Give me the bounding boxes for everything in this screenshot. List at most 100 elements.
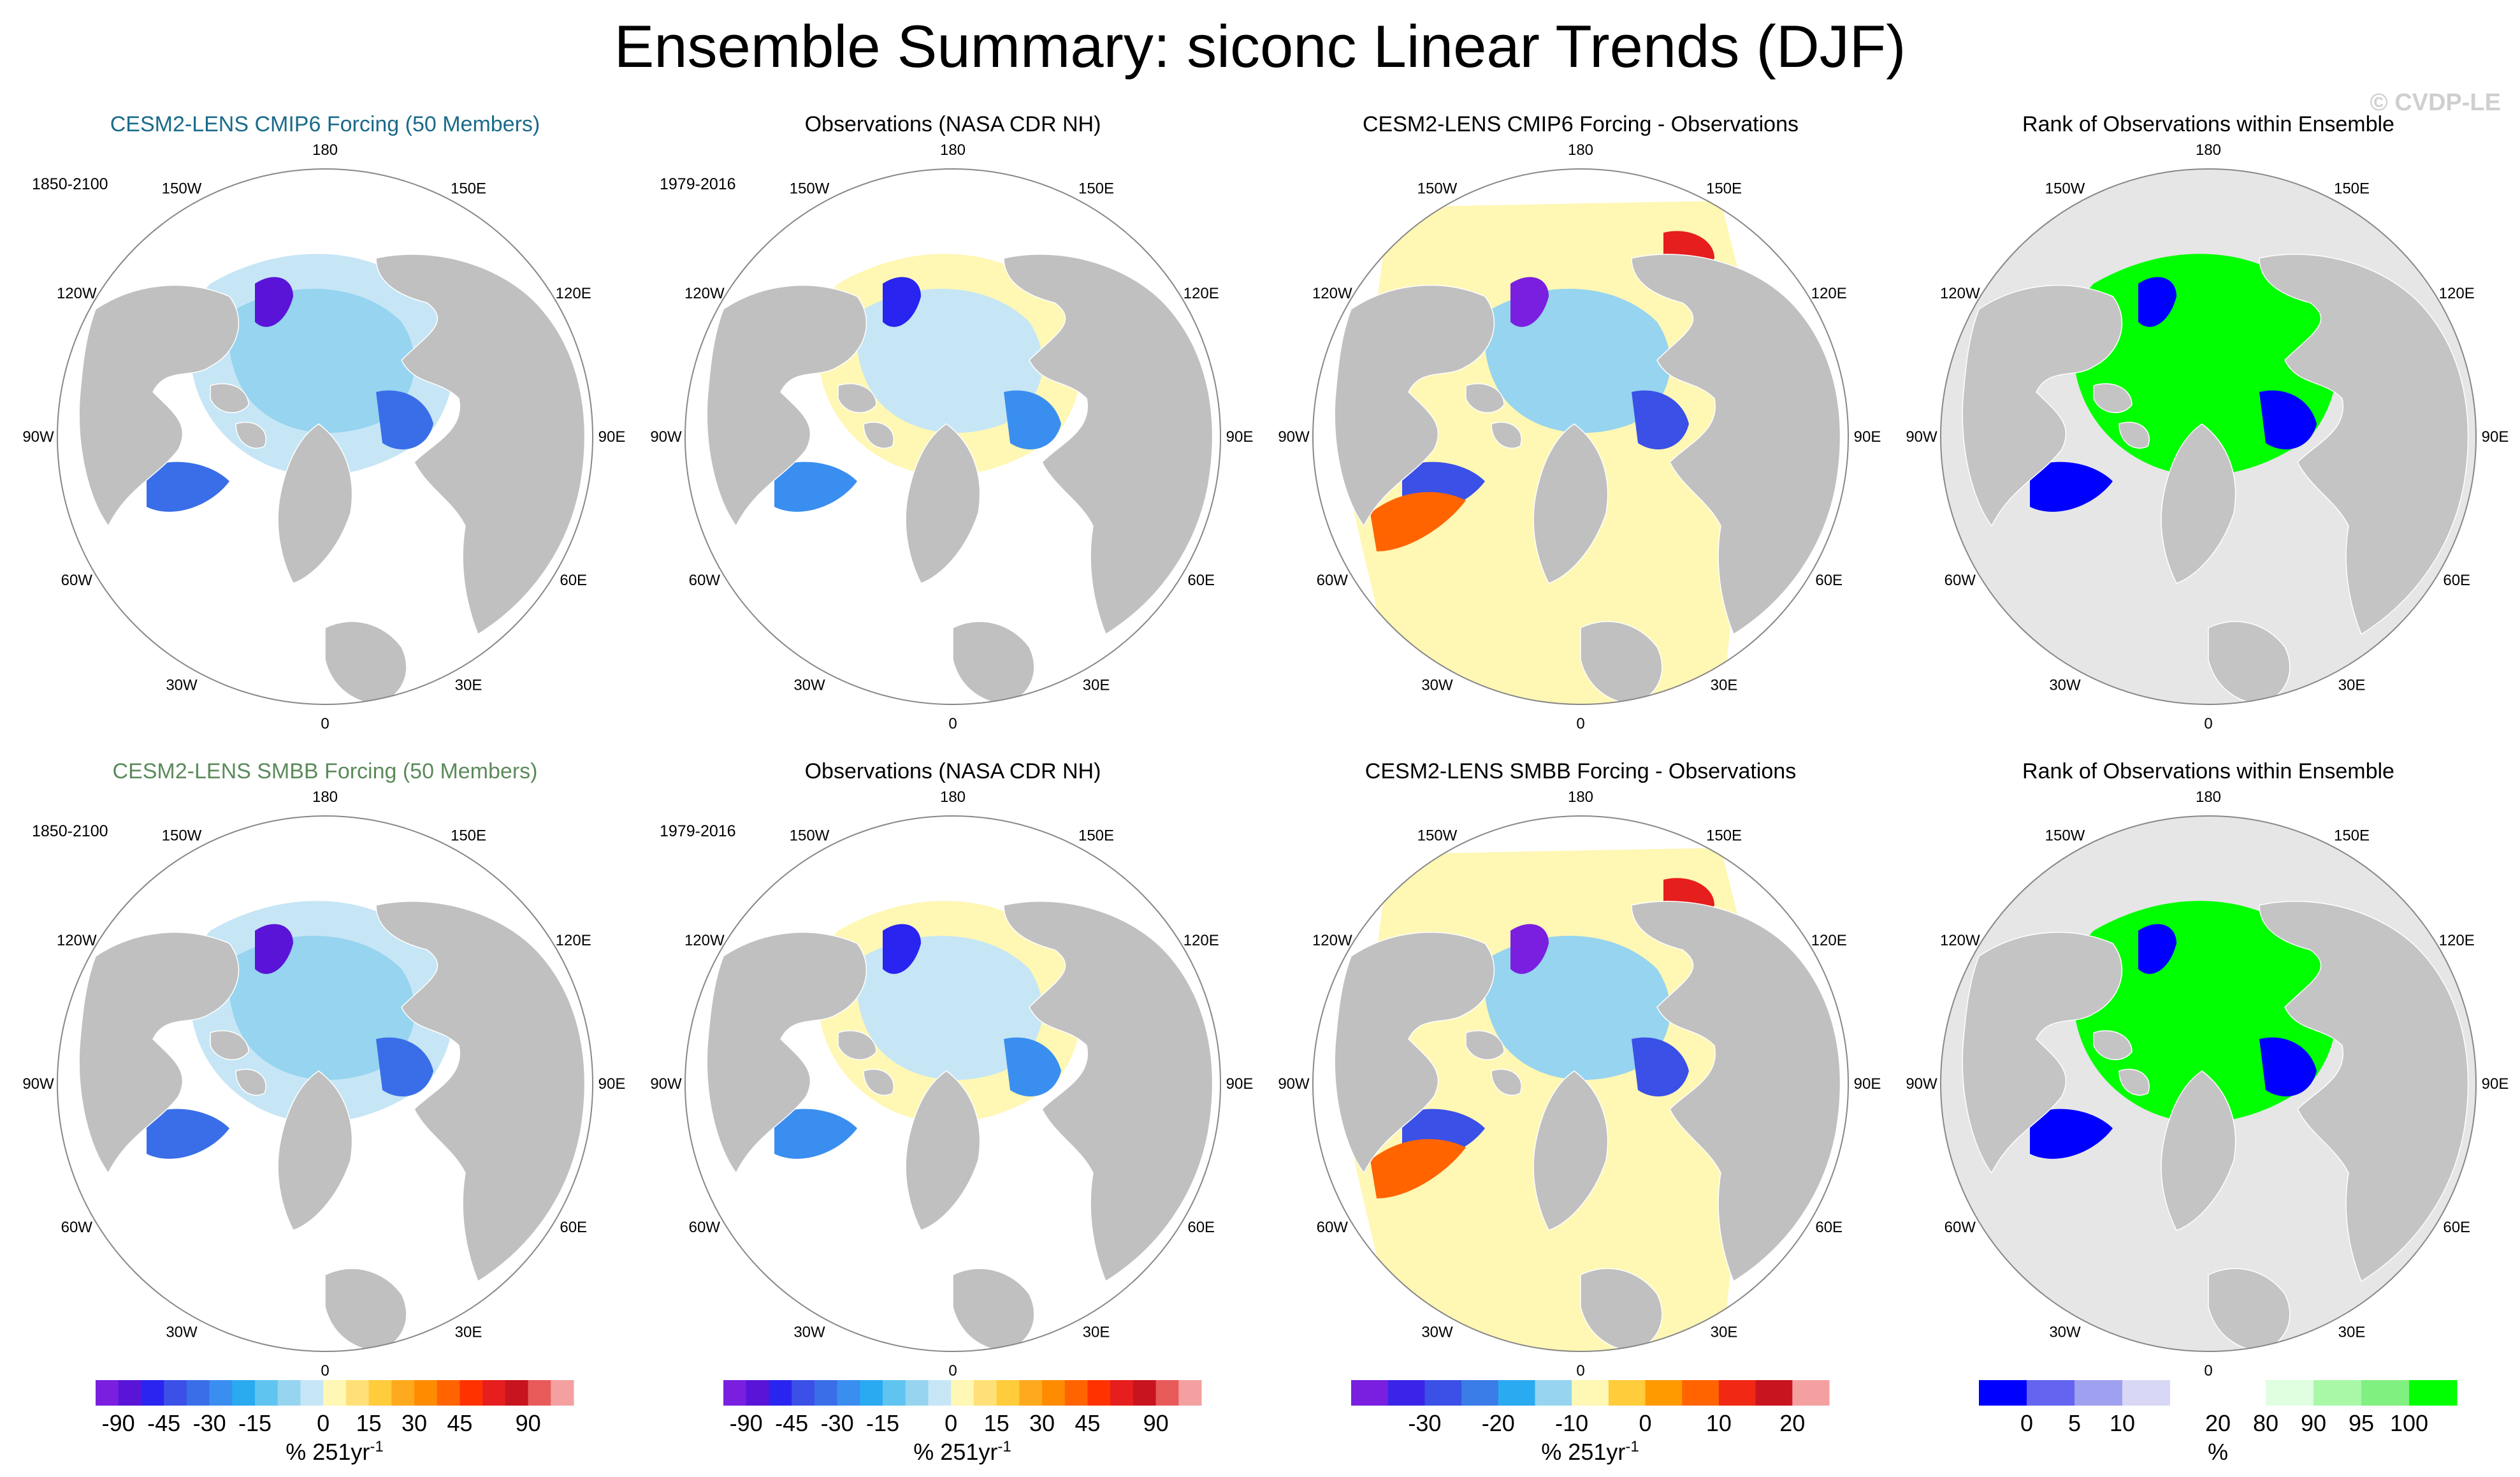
longitude-label: 0 — [321, 1362, 329, 1379]
longitude-label: 150E — [451, 180, 486, 197]
colorbar-tick-label: -30 — [1408, 1410, 1441, 1436]
longitude-label: 30E — [1711, 1324, 1738, 1341]
colorbar-swatch — [460, 1380, 483, 1406]
colorbar-tick-label: 100 — [2390, 1410, 2428, 1436]
colorbar-tick-label: 0 — [1639, 1410, 1651, 1436]
land-mass — [1003, 901, 1213, 1283]
period-label: 1979-2016 — [660, 175, 736, 193]
longitude-label: 30E — [2338, 677, 2366, 694]
land-mass — [78, 931, 240, 1174]
map-boundary — [1312, 168, 1849, 705]
longitude-label: 180 — [312, 790, 338, 806]
longitude-label: 150E — [1078, 180, 1114, 197]
longitude-label: 150E — [1078, 827, 1114, 844]
colorbar-swatch — [973, 1380, 997, 1406]
longitude-label: 120E — [556, 285, 591, 302]
land-mass — [1580, 621, 1663, 704]
longitude-label: 180 — [940, 143, 966, 159]
longitude-label: 30E — [455, 1324, 482, 1341]
colorbar-tick-label: 80 — [2253, 1410, 2278, 1436]
colorbar-label: % 251yr-1 — [286, 1438, 383, 1466]
land-mass — [2161, 1070, 2236, 1231]
longitude-label: 90E — [2482, 428, 2509, 446]
polar-map: 180 150E 120E 90E 60E 30E 0 30W 60W 90W 120W 150W — [22, 790, 625, 1379]
polar-map: 180 150E 120E 90E 60E 30E 0 30W 60W 90W 120W 150W — [1278, 790, 1881, 1379]
colorbar-tick-label: -30 — [821, 1410, 854, 1436]
longitude-label: 30W — [793, 677, 825, 694]
sea-ice-hotspot — [2259, 1037, 2317, 1096]
land-mass — [1962, 931, 2123, 1174]
panel-title: Observations (NASA CDR NH) — [804, 759, 1101, 783]
colorbar-swatch — [1979, 1380, 2027, 1406]
colorbar-swatch — [769, 1380, 792, 1406]
longitude-label: 90W — [22, 1075, 54, 1093]
colorbar-swatch — [505, 1380, 529, 1406]
longitude-label: 150E — [451, 827, 486, 844]
longitude-label: 150W — [2045, 827, 2085, 844]
land-mass — [1491, 421, 1522, 449]
colorbar-swatch — [1387, 1380, 1425, 1406]
map-panel: CESM2-LENS CMIP6 Forcing (50 Members) 185… — [19, 112, 631, 749]
land-mass — [1491, 1068, 1522, 1096]
colorbar-swatch — [551, 1380, 574, 1406]
map-boundary — [57, 168, 593, 705]
longitude-label: 90W — [22, 428, 54, 446]
sea-ice-hotspot — [1004, 1037, 1061, 1096]
colorbar-swatch — [860, 1380, 883, 1406]
land-mass — [324, 621, 407, 704]
colorbar-tick-label: 20 — [1779, 1410, 1805, 1436]
main-title: Ensemble Summary: siconc Linear Trends (… — [614, 13, 1906, 80]
colorbar-swatch — [300, 1380, 324, 1406]
colorbar-swatch — [96, 1380, 119, 1406]
colorbar-swatch — [1351, 1380, 1389, 1406]
longitude-label: 60E — [2443, 572, 2470, 589]
land-mass — [210, 383, 249, 414]
colorbar-tick-label: 90 — [1143, 1410, 1169, 1436]
land-mass — [235, 1068, 266, 1096]
sea-ice-hotspot — [376, 1037, 433, 1096]
longitude-label: 150E — [2334, 180, 2370, 197]
land-mass — [2161, 423, 2236, 584]
sea-ice-core — [1484, 288, 1670, 433]
colorbar-swatch — [723, 1380, 747, 1406]
map-panel: Observations (NASA CDR NH) 1979-2016 180 15… — [647, 759, 1259, 1396]
longitude-label: 120W — [1940, 285, 1980, 302]
longitude-label: 180 — [940, 790, 966, 806]
panel-title: CESM2-LENS CMIP6 Forcing - Observations — [1363, 112, 1799, 136]
sea-ice-hotspot — [2259, 390, 2317, 449]
map-boundary — [1940, 815, 2477, 1352]
sea-ice-hotspot — [883, 277, 921, 327]
longitude-label: 60E — [1187, 1219, 1215, 1236]
longitude-label: 180 — [1568, 790, 1593, 806]
longitude-label: 120W — [1940, 932, 1980, 949]
sea-ice-hotspot — [1004, 390, 1061, 449]
longitude-label: 120W — [684, 932, 725, 949]
land-mass — [837, 383, 877, 414]
sea-ice-core — [857, 288, 1043, 433]
colorbar-tick-label: -90 — [730, 1410, 763, 1436]
polar-map: 180 150E 120E 90E 60E 30E 0 30W 60W 90W 120W 150W — [22, 143, 625, 732]
sea-ice-hotspot — [1510, 924, 1549, 974]
period-label: 1850-2100 — [32, 175, 108, 193]
map-panel: Rank of Observations within Ensemble 180 1… — [1902, 759, 2514, 1396]
sea-ice-hotspot — [255, 277, 293, 327]
colorbar: -90 -45 -30 -15 0 15 30 45 90 % 251yr-1 — [96, 1380, 574, 1466]
colorbar-swatch — [1645, 1380, 1683, 1406]
land-mass — [706, 284, 867, 527]
colorbar-swatch — [255, 1380, 279, 1406]
map-panel: CESM2-LENS SMBB Forcing (50 Members) 1850… — [19, 759, 631, 1396]
longitude-label: 60W — [1944, 1219, 1976, 1236]
colorbar-swatch — [2075, 1380, 2123, 1406]
panel-title: Rank of Observations within Ensemble — [2022, 112, 2394, 136]
colorbar-swatch — [391, 1380, 415, 1406]
colorbar-tick-label: -15 — [238, 1410, 272, 1436]
colorbar-swatch — [209, 1380, 233, 1406]
sea-ice-core — [2112, 288, 2298, 433]
colorbar-swatch — [837, 1380, 860, 1406]
longitude-label: 150W — [162, 827, 202, 844]
panel-title: CESM2-LENS SMBB Forcing (50 Members) — [112, 759, 538, 783]
land-mass — [375, 254, 586, 636]
longitude-label: 120E — [1811, 932, 1847, 949]
land-mass — [2208, 1268, 2291, 1351]
longitude-label: 120W — [1312, 285, 1352, 302]
